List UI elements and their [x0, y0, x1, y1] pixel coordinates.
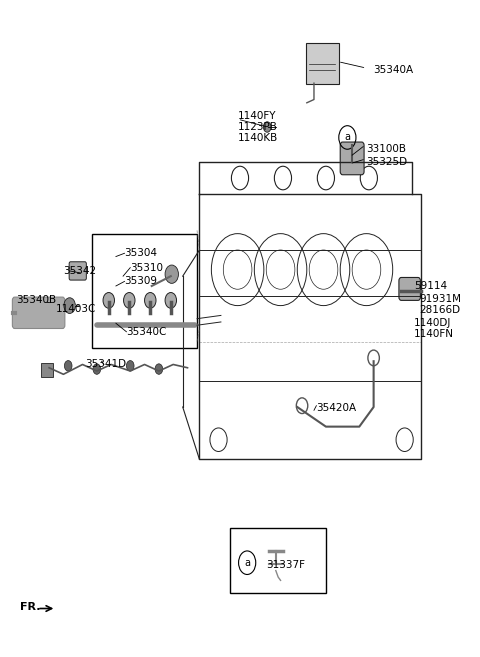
Circle shape	[165, 265, 179, 283]
Circle shape	[93, 364, 101, 374]
Text: 35340B: 35340B	[16, 296, 56, 306]
FancyBboxPatch shape	[399, 277, 420, 300]
Text: 35309: 35309	[124, 277, 157, 286]
FancyBboxPatch shape	[340, 142, 364, 175]
Text: a: a	[344, 133, 350, 143]
Text: 35325D: 35325D	[366, 156, 408, 167]
Circle shape	[165, 292, 177, 308]
Text: a: a	[244, 558, 250, 568]
Circle shape	[64, 298, 75, 313]
Text: 1140DJ: 1140DJ	[414, 318, 452, 328]
Text: 1140KB: 1140KB	[238, 133, 278, 143]
FancyBboxPatch shape	[41, 363, 53, 377]
Text: 91931M: 91931M	[419, 294, 461, 304]
Text: 1140FN: 1140FN	[414, 329, 454, 340]
Circle shape	[123, 292, 135, 308]
Text: 35304: 35304	[124, 248, 157, 258]
Text: 11403C: 11403C	[56, 304, 96, 314]
Text: 35340C: 35340C	[126, 327, 167, 337]
Text: 35310: 35310	[130, 263, 163, 273]
Text: 59114: 59114	[414, 281, 447, 291]
Text: 35342: 35342	[63, 266, 96, 276]
Text: 28166D: 28166D	[419, 306, 460, 315]
FancyBboxPatch shape	[69, 261, 86, 280]
Circle shape	[155, 364, 163, 374]
Text: 35420A: 35420A	[316, 403, 357, 413]
FancyBboxPatch shape	[12, 297, 65, 328]
Circle shape	[64, 361, 72, 371]
Circle shape	[144, 292, 156, 308]
Text: 35340A: 35340A	[373, 65, 414, 75]
Circle shape	[103, 292, 115, 308]
Circle shape	[264, 122, 271, 132]
Text: 31337F: 31337F	[266, 560, 305, 570]
Circle shape	[126, 361, 134, 371]
Text: 1123PB: 1123PB	[238, 122, 277, 132]
Text: 35341D: 35341D	[85, 359, 126, 369]
Text: FR.: FR.	[21, 602, 41, 612]
Text: 1140FY: 1140FY	[238, 111, 276, 121]
Text: 33100B: 33100B	[366, 144, 407, 154]
FancyBboxPatch shape	[306, 43, 339, 85]
Bar	[230, 528, 326, 593]
Bar	[92, 234, 197, 348]
